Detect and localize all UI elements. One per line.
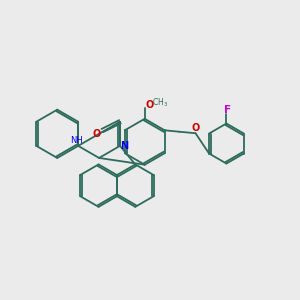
- Text: O: O: [146, 100, 154, 110]
- Text: N: N: [120, 141, 128, 151]
- Text: CH$_3$: CH$_3$: [152, 96, 168, 109]
- Text: O: O: [191, 123, 200, 133]
- Text: F: F: [224, 105, 232, 115]
- Text: NH: NH: [70, 136, 83, 145]
- Text: O: O: [93, 128, 101, 139]
